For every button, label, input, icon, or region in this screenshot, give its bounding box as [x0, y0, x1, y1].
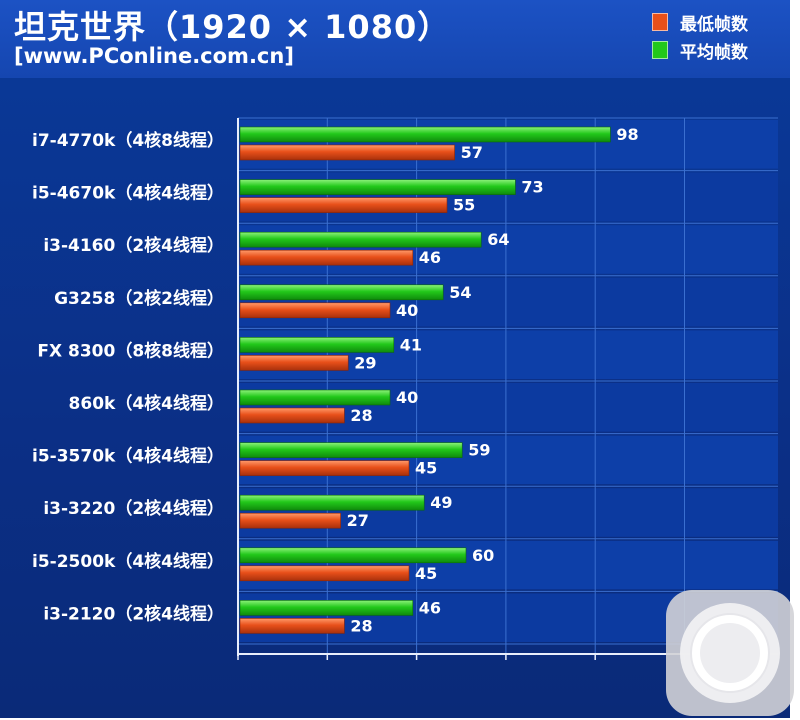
category-label: i5-3570k（4核4线程） — [32, 446, 224, 467]
legend: 最低帧数 平均帧数 — [652, 8, 748, 64]
category-label: FX 8300（8核8线程） — [37, 340, 224, 361]
assistive-touch-icon[interactable] — [666, 590, 794, 716]
chart-header: 坦克世界（1920 × 1080） [www.PConline.com.cn] … — [0, 0, 790, 78]
legend-swatch-avg — [652, 41, 668, 59]
data-label-avg: 98 — [616, 125, 638, 144]
bar-avg — [239, 547, 467, 564]
legend-label-min: 最低帧数 — [680, 14, 748, 35]
data-label-avg: 46 — [419, 598, 441, 617]
bar-min — [239, 355, 349, 371]
category-label: i3-3220（2核4线程） — [43, 498, 224, 519]
bar-min — [239, 197, 448, 213]
category-label: i7-4770k（4核8线程） — [32, 130, 224, 151]
data-label-min: 40 — [396, 301, 418, 320]
data-label-avg: 60 — [472, 546, 494, 565]
data-label-min: 45 — [415, 564, 437, 583]
bar-min — [239, 512, 341, 529]
bar-avg — [239, 126, 611, 143]
bar-min — [239, 565, 410, 582]
bar-min — [239, 460, 410, 476]
category-label: i5-2500k（4核4线程） — [32, 551, 224, 572]
data-label-avg: 49 — [430, 493, 452, 512]
bar-avg — [239, 231, 482, 248]
legend-label-avg: 平均帧数 — [680, 42, 748, 63]
data-label-avg: 41 — [400, 335, 422, 354]
chart-title: 坦克世界（1920 × 1080） — [14, 8, 451, 46]
category-label: G3258（2核2线程） — [54, 288, 224, 309]
data-label-min: 28 — [350, 616, 372, 635]
data-label-min: 55 — [453, 196, 475, 215]
chart-subtitle: [www.PConline.com.cn] — [14, 44, 294, 68]
bar-min — [239, 407, 345, 424]
data-label-min: 57 — [461, 143, 483, 162]
category-label: 860k（4核4线程） — [69, 393, 224, 414]
category-label: i3-2120（2核4线程） — [43, 603, 224, 624]
category-label: i3-4160（2核4线程） — [43, 235, 224, 256]
data-label-avg: 64 — [487, 230, 509, 249]
bar-avg — [239, 389, 391, 406]
bar-min — [239, 302, 391, 319]
legend-item-avg: 平均帧数 — [652, 36, 748, 64]
legend-swatch-min — [652, 13, 668, 31]
bar-avg — [239, 600, 414, 616]
data-label-min: 29 — [354, 353, 376, 372]
data-label-min: 27 — [347, 511, 369, 530]
assistive-touch-inner-circle — [700, 623, 760, 683]
data-label-avg: 54 — [449, 283, 471, 302]
legend-item-min: 最低帧数 — [652, 8, 748, 36]
bar-avg — [239, 442, 463, 458]
bar-avg — [239, 179, 516, 195]
bar-avg — [239, 494, 425, 511]
data-label-avg: 40 — [396, 388, 418, 407]
bar-min — [239, 249, 414, 266]
data-label-avg: 73 — [521, 178, 543, 197]
bar-min — [239, 144, 455, 161]
data-label-avg: 59 — [468, 441, 490, 460]
data-label-min: 45 — [415, 459, 437, 478]
bar-min — [239, 618, 345, 634]
bar-avg — [239, 337, 395, 353]
category-label: i5-4670k（4核4线程） — [32, 183, 224, 204]
data-label-min: 46 — [419, 248, 441, 267]
data-label-min: 28 — [350, 406, 372, 425]
bar-avg — [239, 284, 444, 301]
